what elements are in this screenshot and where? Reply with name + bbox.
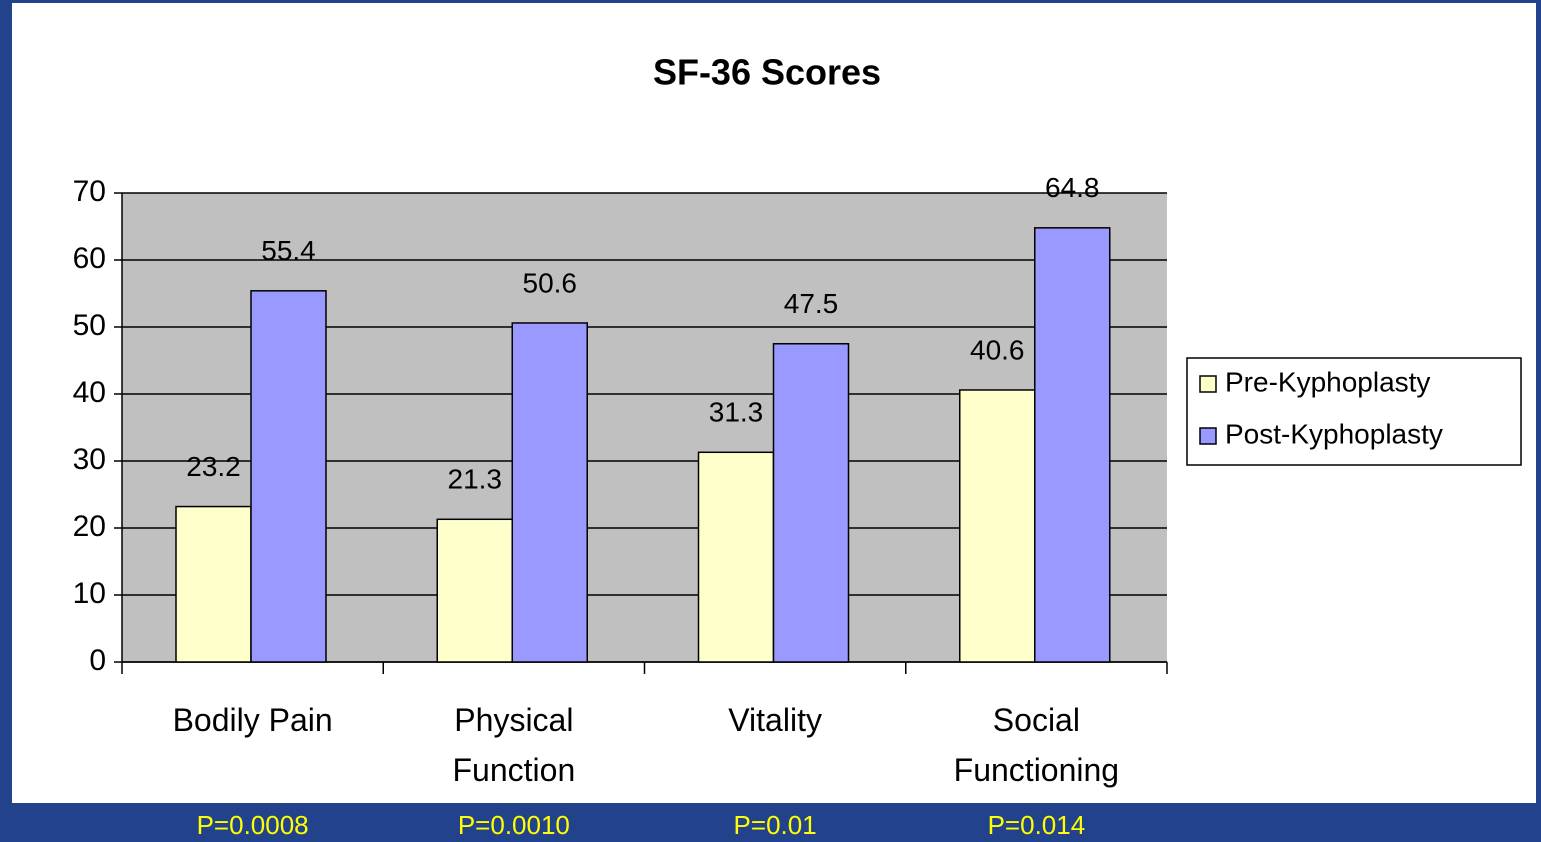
x-tick-label: Vitality [728,702,822,738]
data-label: 40.6 [970,334,1025,365]
legend-box [1186,357,1522,466]
y-tick-label: 50 [73,309,106,342]
p-value: P=0.0010 [458,810,570,840]
legend-swatch [1199,375,1217,393]
chart-title: SF-36 Scores [653,52,881,93]
p-value: P=0.01 [734,810,817,840]
bar [772,343,850,663]
y-tick-label: 20 [73,510,106,543]
data-label: 55.4 [261,235,316,266]
y-tick-label: 40 [73,376,106,409]
p-value: P=0.0008 [197,810,309,840]
data-label: 23.2 [186,451,241,482]
data-label: 31.3 [709,397,764,428]
legend-swatch [1199,427,1217,445]
y-tick-label: 60 [73,242,106,275]
bar [175,505,252,663]
data-label: 50.6 [523,267,578,298]
data-label: 21.3 [448,464,503,495]
bar [1034,227,1111,663]
x-tick-label: Physical Function [452,702,576,788]
legend-label: Pre-Kyphoplasty [1225,366,1430,397]
bar [697,451,775,663]
bar [959,389,1036,663]
y-tick-label: 0 [89,644,106,677]
bar [511,322,588,663]
y-tick-label: 70 [73,175,106,208]
p-value: P=0.014 [988,810,1086,840]
y-tick-label: 30 [73,443,106,476]
bar [436,518,513,663]
bar [250,290,327,663]
legend-label: Post-Kyphoplasty [1225,418,1443,449]
x-tick-label: Bodily Pain [172,702,333,738]
x-tick-label: Social Functioning [953,702,1120,788]
data-label: 64.8 [1045,172,1100,203]
data-label: 47.5 [784,288,839,319]
y-tick-label: 10 [73,577,106,610]
